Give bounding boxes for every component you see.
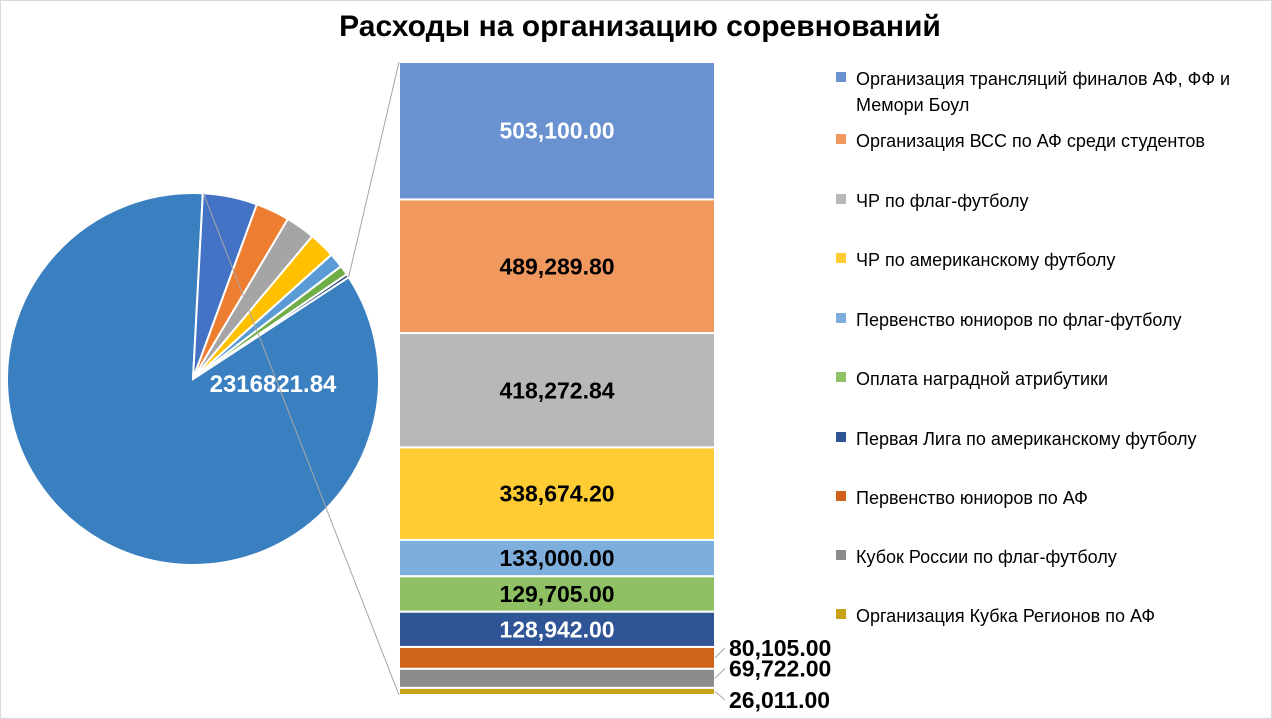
legend-swatch — [836, 372, 846, 382]
legend-swatch — [836, 550, 846, 560]
bar-value-label-1: 489,289.80 — [499, 253, 614, 279]
legend-swatch — [836, 253, 846, 263]
legend-label: Первая Лига по американскому футболу — [856, 429, 1197, 449]
bar-label-leader-9 — [714, 691, 726, 701]
legend-swatch — [836, 72, 846, 82]
bar-segment-6 — [398, 610, 716, 648]
bar-value-label-7: 80,105.00 — [729, 635, 831, 661]
bar-value-label-8: 69,722.00 — [729, 655, 831, 681]
bar-segment-7 — [398, 645, 716, 670]
legend-swatch — [836, 432, 846, 442]
legend-label: Организация трансляций финалов АФ, ФФ и … — [856, 69, 1231, 115]
bar-value-label-5: 129,705.00 — [499, 581, 614, 607]
legend-label: Первенство юниоров по флаг-футболу — [856, 310, 1182, 330]
bar-segment-9 — [398, 686, 716, 697]
legend-swatch — [836, 134, 846, 144]
legend-label: ЧР по флаг-футболу — [856, 191, 1029, 211]
legend-label: ЧР по американскому футболу — [856, 250, 1116, 270]
bar-value-label-4: 133,000.00 — [499, 545, 614, 571]
bar-value-label-9: 26,011.00 — [729, 687, 830, 713]
legend-label: Организация ВСС по АФ среди студентов — [856, 131, 1205, 151]
bar-label-leader-8 — [714, 668, 726, 679]
bar-segment-8 — [398, 667, 716, 689]
connector-line-bottom — [202, 193, 400, 696]
legend-swatch — [836, 313, 846, 323]
bar-segment-3 — [398, 446, 716, 541]
pie-center-label: 2316821.84 — [210, 371, 337, 398]
bar-value-label-2: 418,272.84 — [499, 377, 614, 403]
chart-title: Расходы на организацию соревнований — [339, 10, 941, 43]
legend-label: Кубок России по флаг-футболу — [856, 547, 1117, 567]
legend-label: Организация Кубка Регионов по АФ — [856, 606, 1156, 626]
bar-value-label-0: 503,100.00 — [499, 118, 614, 144]
connector-line-top — [348, 61, 400, 278]
legend-label: Первенство юниоров по АФ — [856, 488, 1088, 508]
bar-segment-1 — [398, 198, 716, 335]
legend-swatch — [836, 491, 846, 501]
legend-swatch — [836, 609, 846, 619]
bar-segment-0 — [398, 61, 716, 201]
bar-label-leader-7 — [714, 647, 726, 659]
bar-value-label-6: 128,942.00 — [499, 616, 614, 642]
legend-swatch — [836, 194, 846, 204]
bar-segment-2 — [398, 332, 716, 449]
bar-value-label-3: 338,674.20 — [499, 481, 614, 507]
legend-label: Оплата наградной атрибутики — [856, 369, 1109, 389]
